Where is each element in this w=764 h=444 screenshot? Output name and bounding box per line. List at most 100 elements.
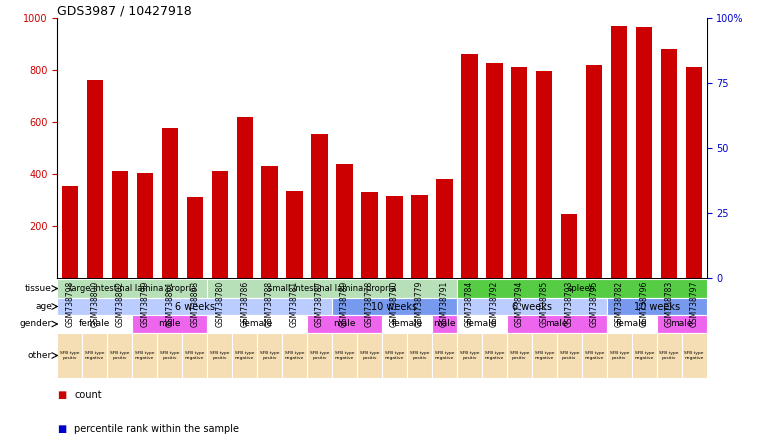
Bar: [482, 333, 507, 378]
Bar: [486, 63, 503, 278]
Text: other: other: [28, 351, 52, 360]
Point: [338, 40, 351, 48]
Bar: [582, 333, 607, 378]
Point: [539, 30, 551, 37]
Bar: [137, 173, 153, 278]
Bar: [261, 166, 278, 278]
Bar: [407, 333, 432, 378]
Text: spleen: spleen: [568, 284, 596, 293]
Text: SFB type
positiv: SFB type positiv: [310, 351, 329, 360]
Text: ■: ■: [57, 390, 66, 400]
Text: male: male: [545, 320, 568, 329]
Point: [364, 53, 376, 60]
Text: 10 weeks: 10 weeks: [633, 301, 680, 312]
Text: SFB type
negative: SFB type negative: [584, 351, 604, 360]
Bar: [461, 55, 478, 278]
Bar: [387, 196, 403, 278]
Bar: [557, 333, 582, 378]
Bar: [232, 333, 257, 378]
Text: male: male: [333, 320, 356, 329]
Bar: [237, 117, 253, 278]
Bar: [436, 179, 452, 278]
Bar: [361, 192, 377, 278]
Point: [488, 33, 500, 40]
Text: SFB type
positiv: SFB type positiv: [260, 351, 280, 360]
Bar: [607, 315, 657, 333]
Text: SFB type
positiv: SFB type positiv: [110, 351, 129, 360]
Bar: [83, 333, 107, 378]
Bar: [207, 279, 457, 298]
Bar: [686, 67, 702, 278]
Bar: [511, 67, 527, 278]
Text: 6 weeks: 6 weeks: [175, 301, 215, 312]
Bar: [681, 333, 707, 378]
Point: [388, 56, 400, 63]
Text: male: male: [671, 320, 693, 329]
Bar: [636, 27, 652, 278]
Text: female: female: [79, 320, 111, 329]
Point: [114, 40, 126, 48]
Text: SFB type
positiv: SFB type positiv: [610, 351, 629, 360]
Text: SFB type
negative: SFB type negative: [85, 351, 105, 360]
Bar: [307, 315, 382, 333]
Bar: [532, 333, 557, 378]
Bar: [457, 298, 607, 315]
Bar: [432, 333, 457, 378]
Bar: [107, 333, 132, 378]
Point: [89, 33, 101, 40]
Bar: [212, 171, 228, 278]
Bar: [57, 315, 132, 333]
Text: SFB type
negative: SFB type negative: [435, 351, 454, 360]
Point: [613, 20, 626, 27]
Point: [214, 48, 226, 56]
Bar: [157, 333, 182, 378]
Bar: [336, 163, 353, 278]
Text: SFB type
positiv: SFB type positiv: [659, 351, 679, 360]
Bar: [632, 333, 657, 378]
Text: SFB type
positiv: SFB type positiv: [559, 351, 579, 360]
Bar: [457, 333, 482, 378]
Text: SFB type
negative: SFB type negative: [135, 351, 154, 360]
Bar: [357, 333, 382, 378]
Bar: [186, 198, 202, 278]
Text: SFB type
negative: SFB type negative: [484, 351, 504, 360]
Bar: [607, 298, 707, 315]
Text: SFB type
positiv: SFB type positiv: [210, 351, 229, 360]
Text: 10 weeks: 10 weeks: [371, 301, 418, 312]
Bar: [86, 80, 103, 278]
Bar: [282, 333, 307, 378]
Point: [238, 33, 251, 40]
Bar: [57, 298, 332, 315]
Bar: [312, 134, 328, 278]
Bar: [432, 315, 457, 333]
Point: [413, 56, 426, 63]
Point: [588, 28, 601, 35]
Point: [688, 28, 701, 35]
Text: SFB type
negative: SFB type negative: [335, 351, 354, 360]
Point: [264, 46, 276, 53]
Point: [138, 38, 151, 45]
Text: male: male: [158, 320, 181, 329]
Text: percentile rank within the sample: percentile rank within the sample: [74, 424, 239, 434]
Text: SFB type
negative: SFB type negative: [235, 351, 254, 360]
Bar: [207, 333, 232, 378]
Text: SFB type
positiv: SFB type positiv: [160, 351, 180, 360]
Text: SFB type
negative: SFB type negative: [385, 351, 404, 360]
Text: large intestinal lamina propria: large intestinal lamina propria: [69, 284, 196, 293]
Bar: [607, 333, 632, 378]
Text: SFB type
positiv: SFB type positiv: [360, 351, 379, 360]
Point: [63, 46, 76, 53]
Text: age: age: [35, 302, 52, 311]
Bar: [132, 315, 207, 333]
Bar: [286, 191, 303, 278]
Text: count: count: [74, 390, 102, 400]
Text: small intestinal lamina propria: small intestinal lamina propria: [268, 284, 396, 293]
Bar: [57, 333, 83, 378]
Bar: [657, 333, 681, 378]
Bar: [112, 171, 128, 278]
Bar: [182, 333, 207, 378]
Point: [513, 28, 526, 35]
Bar: [507, 315, 607, 333]
Text: tissue: tissue: [25, 284, 52, 293]
Point: [638, 20, 650, 27]
